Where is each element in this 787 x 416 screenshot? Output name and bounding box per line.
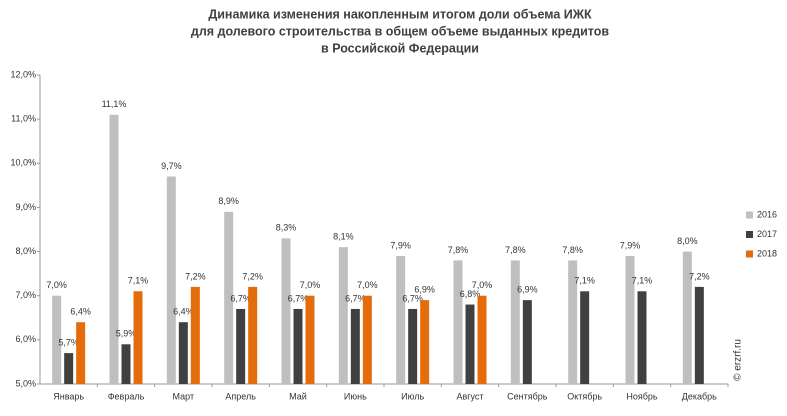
x-tick-label: Сентябрь bbox=[507, 391, 548, 401]
bar bbox=[637, 291, 647, 384]
legend-label: 2017 bbox=[757, 229, 777, 239]
y-tick-label: 6,0% bbox=[15, 334, 36, 344]
x-tick-label: Декабрь bbox=[682, 391, 717, 401]
bar bbox=[236, 308, 246, 384]
bar bbox=[453, 260, 463, 384]
x-tick-label: Январь bbox=[53, 391, 84, 401]
data-label: 9,7% bbox=[161, 161, 182, 171]
bar bbox=[305, 295, 315, 384]
bar bbox=[64, 353, 74, 384]
data-label: 11,1% bbox=[102, 99, 127, 109]
bar bbox=[522, 300, 532, 384]
x-tick-label: Февраль bbox=[108, 391, 145, 401]
bar bbox=[166, 176, 176, 384]
bar bbox=[477, 295, 487, 384]
bar bbox=[178, 322, 188, 384]
data-label: 6,7% bbox=[345, 293, 366, 303]
bar bbox=[694, 286, 704, 384]
data-label: 7,2% bbox=[242, 271, 263, 281]
bar bbox=[281, 238, 291, 384]
data-label: 7,1% bbox=[574, 276, 595, 286]
bar bbox=[396, 255, 406, 384]
data-label: 7,8% bbox=[505, 245, 526, 255]
bar bbox=[76, 322, 86, 384]
bar bbox=[625, 255, 635, 384]
data-label: 6,7% bbox=[230, 293, 251, 303]
bar bbox=[248, 286, 258, 384]
bar bbox=[109, 114, 119, 384]
legend-swatch bbox=[746, 231, 753, 238]
bar bbox=[133, 291, 143, 384]
data-label: 7,0% bbox=[472, 280, 493, 290]
data-label: 7,1% bbox=[632, 276, 653, 286]
watermark: © erzrf.ru bbox=[733, 339, 744, 381]
legend-swatch bbox=[746, 211, 753, 219]
x-tick-label: Ноябрь bbox=[626, 391, 658, 401]
bar bbox=[510, 260, 520, 384]
data-label: 6,9% bbox=[517, 285, 538, 295]
x-tick-label: Март bbox=[173, 391, 195, 401]
chart-title: в Российской Федерации bbox=[321, 41, 479, 55]
data-label: 7,8% bbox=[448, 245, 469, 255]
legend-label: 2018 bbox=[757, 248, 777, 258]
bar bbox=[224, 211, 234, 384]
x-tick-label: Май bbox=[289, 391, 307, 401]
y-tick-label: 8,0% bbox=[15, 246, 36, 256]
data-label: 7,2% bbox=[185, 271, 206, 281]
y-tick-label: 11,0% bbox=[11, 114, 36, 124]
data-label: 7,9% bbox=[390, 240, 411, 250]
data-label: 8,3% bbox=[276, 223, 297, 233]
data-label: 6,7% bbox=[402, 293, 423, 303]
bar bbox=[362, 295, 372, 384]
y-tick-label: 9,0% bbox=[15, 202, 36, 212]
data-label: 6,7% bbox=[288, 293, 309, 303]
data-label: 7,1% bbox=[128, 276, 149, 286]
y-tick-label: 10,0% bbox=[10, 158, 36, 168]
bar bbox=[338, 247, 348, 384]
bar bbox=[408, 308, 418, 384]
bar bbox=[682, 251, 692, 384]
data-label: 6,4% bbox=[173, 307, 194, 317]
bar bbox=[190, 286, 200, 384]
data-label: 6,4% bbox=[70, 307, 91, 317]
y-tick-label: 5,0% bbox=[15, 378, 36, 388]
data-label: 7,8% bbox=[562, 245, 583, 255]
x-tick-label: Октябрь bbox=[567, 391, 602, 401]
data-label: 8,9% bbox=[218, 196, 239, 206]
x-tick-label: Июль bbox=[401, 391, 424, 401]
bar bbox=[350, 308, 360, 384]
bar bbox=[420, 300, 430, 384]
bar bbox=[121, 344, 131, 384]
data-label: 7,2% bbox=[689, 271, 710, 281]
bar bbox=[293, 308, 303, 384]
data-label: 8,1% bbox=[333, 232, 354, 242]
y-tick-label: 12,0% bbox=[10, 69, 36, 79]
legend-label: 2016 bbox=[757, 209, 777, 219]
bar bbox=[465, 304, 475, 384]
bar bbox=[568, 260, 578, 384]
x-tick-label: Июнь bbox=[344, 391, 367, 401]
x-tick-label: Август bbox=[456, 391, 483, 401]
data-label: 5,7% bbox=[58, 337, 79, 347]
chart-title: для долевого строительства в общем объем… bbox=[191, 24, 610, 38]
x-tick-label: Апрель bbox=[225, 391, 256, 401]
legend-swatch bbox=[746, 250, 753, 258]
chart-title: Динамика изменения накопленным итогом до… bbox=[208, 7, 592, 21]
data-label: 8,0% bbox=[677, 236, 698, 246]
data-label: 6,8% bbox=[460, 289, 481, 299]
data-label: 5,9% bbox=[116, 329, 137, 339]
bar bbox=[52, 295, 62, 384]
y-tick-label: 7,0% bbox=[15, 290, 36, 300]
data-label: 7,0% bbox=[357, 280, 378, 290]
data-label: 7,0% bbox=[300, 280, 321, 290]
data-label: 7,0% bbox=[46, 280, 67, 290]
bar bbox=[580, 291, 590, 384]
data-label: 7,9% bbox=[620, 240, 641, 250]
data-label: 6,9% bbox=[414, 285, 435, 295]
